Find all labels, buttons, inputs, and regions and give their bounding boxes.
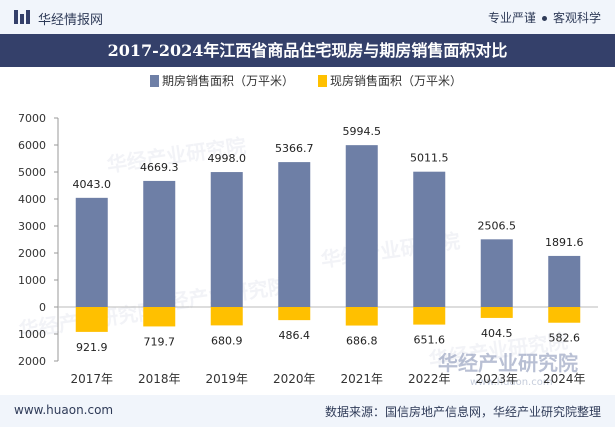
y-tick-label: 1000 <box>18 274 46 287</box>
bar-chart: 华经产业研究院华经产业研究院华经产业研究院华经产业研究院华经产业研究院华经产业研… <box>17 73 598 388</box>
x-tick-label: 2021年 <box>340 372 383 386</box>
data-label-primary: 5366.7 <box>275 142 314 155</box>
data-label-secondary: 719.7 <box>144 335 176 348</box>
bar-secondary <box>210 307 243 326</box>
bar-secondary <box>75 307 108 332</box>
data-label-secondary: 680.9 <box>211 334 243 347</box>
y-tick-label: 4000 <box>18 193 46 206</box>
bar-primary <box>75 197 108 307</box>
x-tick-label: 2022年 <box>408 372 451 386</box>
y-tick-label: 1000 <box>18 328 46 341</box>
x-tick-label: 2017年 <box>70 372 113 386</box>
y-tick-label: 7000 <box>18 112 46 125</box>
legend-label-primary: 期房销售面积（万平米） <box>162 73 294 88</box>
tagline: 专业严谨 客观科学 <box>488 9 601 26</box>
data-label-secondary: 582.6 <box>549 332 581 345</box>
bar-secondary <box>548 307 581 323</box>
data-label-secondary: 921.9 <box>76 341 108 354</box>
data-label-primary: 2506.5 <box>478 219 517 232</box>
data-label-primary: 4043.0 <box>73 178 112 191</box>
bar-primary <box>210 172 243 307</box>
x-tick-label: 2019年 <box>205 372 248 386</box>
data-label-secondary: 486.4 <box>279 329 311 342</box>
footer-url[interactable]: www.huaon.com <box>14 403 114 417</box>
bar-primary <box>345 145 378 307</box>
x-tick-label: 2024年 <box>543 372 586 386</box>
y-tick-label: 2000 <box>18 247 46 260</box>
chart-title: 2017-2024年江西省商品住宅现房与期房销售面积对比 <box>0 34 615 67</box>
bar-secondary <box>480 307 513 318</box>
y-tick-label: 2000 <box>18 355 46 368</box>
data-label-primary: 4998.0 <box>208 152 247 165</box>
data-label-primary: 5011.5 <box>410 152 449 165</box>
data-source: 数据来源：国信房地产信息网，华经产业研究院整理 <box>324 405 601 419</box>
watermark-logo-text: 华经产业研究院 <box>438 351 578 375</box>
footer: www.huaon.com 数据来源：国信房地产信息网，华经产业研究院整理 <box>0 395 615 427</box>
legend: 期房销售面积（万平米） 现房销售面积（万平米） <box>150 73 462 88</box>
bar-primary <box>278 162 311 307</box>
bar-secondary <box>143 307 176 327</box>
x-tick-label: 2018年 <box>138 372 181 386</box>
data-label-secondary: 686.8 <box>346 335 378 348</box>
y-tick-label: 0 <box>39 301 46 314</box>
data-label-primary: 1891.6 <box>545 236 584 249</box>
logo-icon <box>14 10 30 24</box>
watermark-url: www.huaon.com <box>470 377 553 388</box>
bars: 4043.0 921.9 4669.3 719.7 4998.0 680.9 5366.7 4… <box>73 125 584 354</box>
top-bar: 华经情报网 专业严谨 客观科学 <box>0 0 615 34</box>
bar-primary <box>143 180 176 307</box>
x-tick-label: 2023年 <box>475 372 518 386</box>
legend-swatch-secondary <box>318 75 327 87</box>
site-name: 华经情报网 <box>38 13 104 28</box>
legend-swatch-primary <box>150 75 159 87</box>
bar-primary <box>480 239 513 307</box>
bar-primary <box>548 255 581 307</box>
legend-label-secondary: 现房销售面积（万平米） <box>330 73 462 88</box>
y-tick-label: 6000 <box>18 139 46 152</box>
bar-primary <box>413 171 446 307</box>
bar-secondary <box>345 307 378 326</box>
x-tick-label: 2020年 <box>273 372 316 386</box>
bar-secondary <box>278 307 311 321</box>
data-label-secondary: 651.6 <box>414 334 446 347</box>
separator-dot-icon <box>541 16 547 21</box>
tagline-left: 专业严谨 <box>487 11 536 25</box>
data-label-secondary: 404.5 <box>481 327 513 340</box>
y-tick-label: 3000 <box>18 220 46 233</box>
data-label-primary: 5994.5 <box>343 125 382 138</box>
data-label-primary: 4669.3 <box>140 161 179 174</box>
tagline-right: 客观科学 <box>552 11 601 25</box>
y-tick-label: 5000 <box>18 166 46 179</box>
x-axis: 2017年 2018年 2019年 2020年 2021年 2022年 2023年 2024年 <box>70 372 585 386</box>
bar-secondary <box>413 307 446 325</box>
